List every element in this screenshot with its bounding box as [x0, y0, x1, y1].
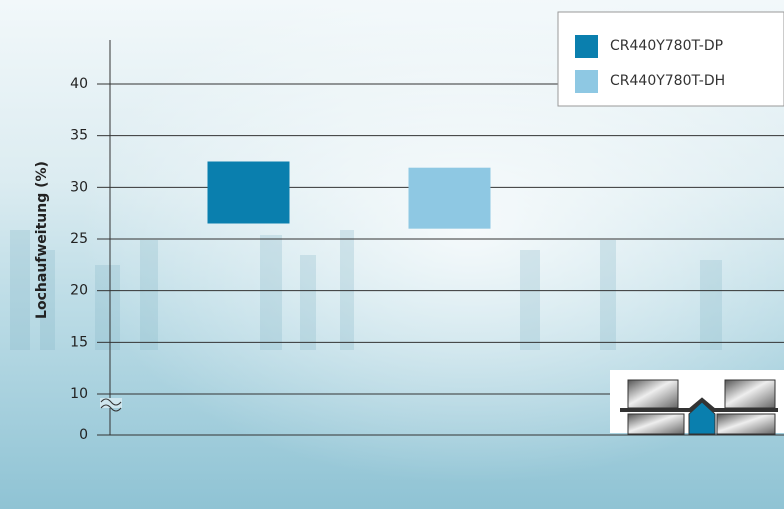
bar	[408, 167, 491, 229]
city-skyline	[10, 230, 722, 350]
legend: CR440Y780T-DP CR440Y780T-DH	[557, 11, 784, 107]
y-axis-label: Lochaufweitung (%)	[34, 161, 50, 319]
bar	[207, 161, 290, 224]
axis-break	[100, 398, 122, 412]
y-tick-label: 10	[70, 386, 88, 402]
legend-box	[557, 11, 784, 107]
y-tick-label: 20	[70, 283, 88, 299]
legend-label: CR440Y780T-DH	[610, 73, 725, 89]
y-tick-label: 0	[79, 427, 88, 443]
y-tick-label: 30	[70, 179, 88, 195]
legend-swatch	[575, 70, 598, 93]
legend-label: CR440Y780T-DP	[610, 38, 723, 54]
y-tick-label: 25	[70, 231, 88, 247]
legend-swatch	[575, 35, 598, 58]
axis-break-gap	[100, 398, 122, 408]
y-tick-label: 40	[70, 76, 88, 92]
y-tick-label: 35	[70, 128, 88, 144]
y-tick-label: 15	[70, 334, 88, 350]
inset-icon	[610, 370, 784, 435]
